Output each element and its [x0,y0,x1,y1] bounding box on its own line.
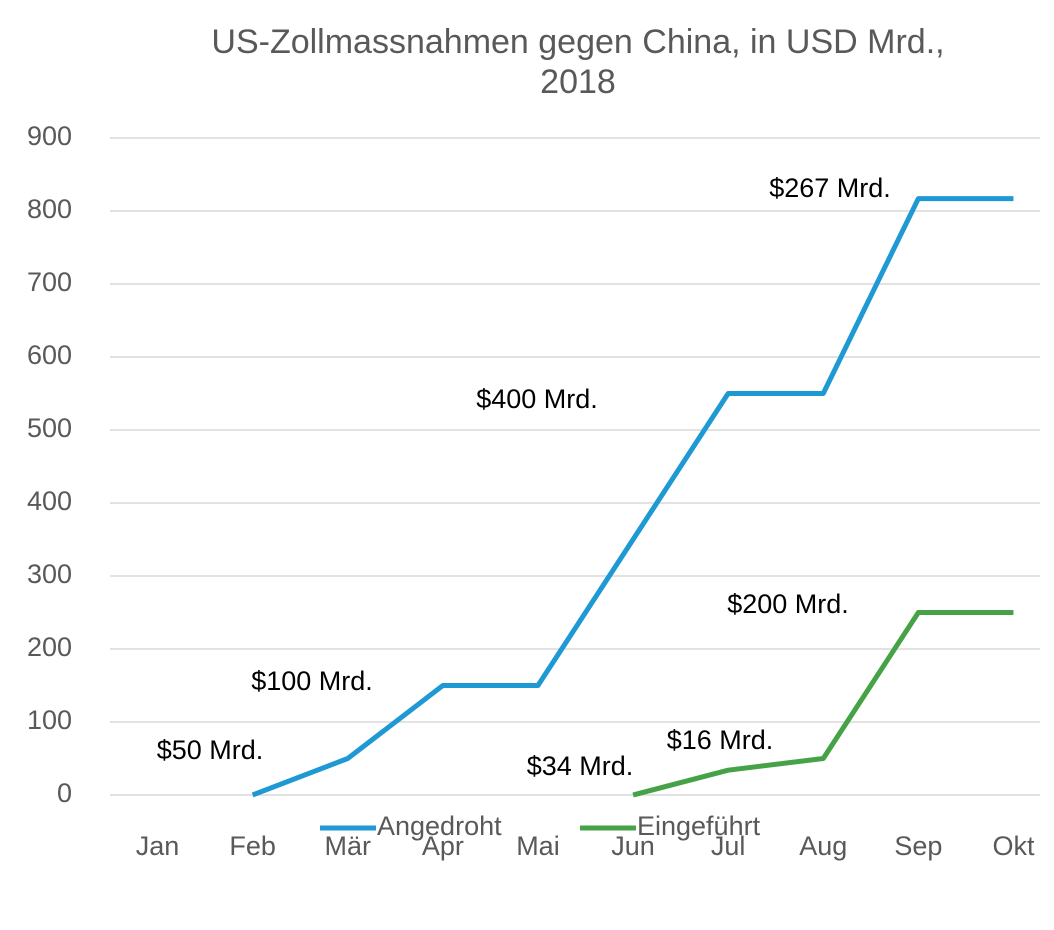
y-tick-label: 200 [27,632,72,662]
x-tick-label: Sep [894,831,942,861]
annotation: $400 Mrd. [476,384,598,414]
x-tick-label: Jul [711,831,746,861]
x-tick-label: Jan [136,831,180,861]
y-tick-label: 0 [57,778,72,808]
x-tick-label: Okt [992,831,1035,861]
annotation: $50 Mrd. [157,735,264,765]
y-tick-label: 600 [27,340,72,370]
annotation: $100 Mrd. [251,666,373,696]
annotation: $34 Mrd. [527,751,634,781]
x-tick-label: Feb [229,831,276,861]
y-tick-label: 100 [27,705,72,735]
chart-title: US-Zollmassnahmen gegen China, in USD Mr… [211,23,944,101]
x-tick-label: Apr [422,831,464,861]
annotation: $16 Mrd. [667,725,774,755]
series-line [632,610,1014,798]
x-tick-label: Aug [799,831,847,861]
legend-label: Eingeführt [637,811,761,841]
y-tick-label: 400 [27,486,72,516]
x-tick-label: Jun [611,831,655,861]
x-tick-label: Mai [516,831,560,861]
annotation: $200 Mrd. [727,589,849,619]
y-tick-label: 500 [27,413,72,443]
legend-label: Angedroht [377,811,502,841]
y-tick-label: 800 [27,194,72,224]
series-line [251,196,1014,798]
annotation: $267 Mrd. [769,173,891,203]
x-tick-label: Mär [325,831,372,861]
y-tick-label: 300 [27,559,72,589]
y-tick-label: 900 [27,121,72,151]
y-tick-label: 700 [27,267,72,297]
